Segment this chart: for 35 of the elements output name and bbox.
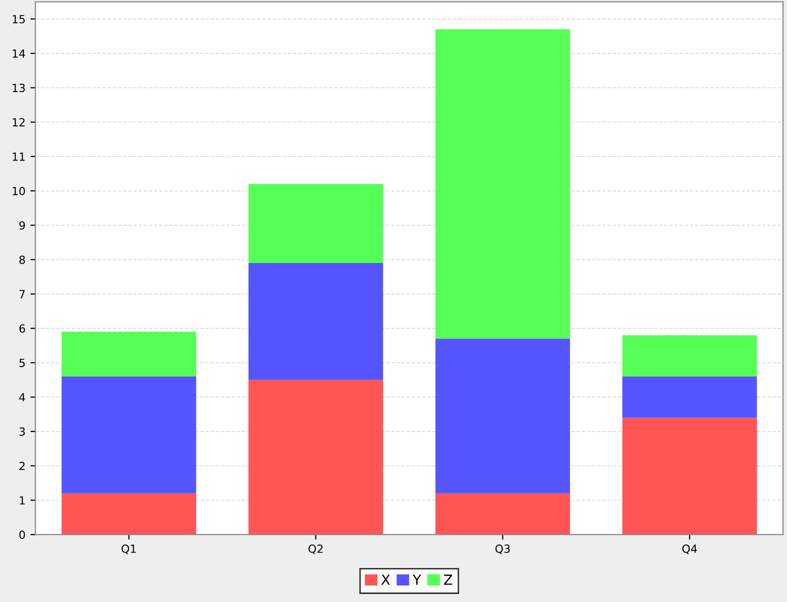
bar [248,263,384,380]
x-tick-label: Q4 [682,544,697,554]
legend-label: Z [444,574,452,585]
y-tick-label: 10 [12,186,25,196]
bar [435,493,570,535]
y-tick-label: 5 [19,358,25,368]
y-tick-label: 9 [19,221,25,230]
y-tick-label: 7 [20,290,25,298]
y-tick-label: 2 [19,462,25,470]
y-tick-label: 13 [12,84,25,92]
bar [248,380,384,535]
y-tick-label: 6 [19,324,25,333]
bar [62,493,196,535]
bar [62,332,196,376]
bar [62,376,196,494]
y-tick-label: 4 [19,393,26,402]
bar [622,418,757,535]
y-tick-label: 12 [12,118,25,126]
x-tick-label: Q3 [495,544,510,554]
y-tick-label: 0 [19,530,25,539]
x-tick-label: Q1 [122,544,136,554]
bar [435,29,570,339]
y-tick-label: 15 [12,15,25,24]
bar [622,335,757,376]
y-tick-label: 8 [19,256,25,264]
x-tick-label: Q2 [308,544,323,554]
bar [622,376,757,418]
bar [248,184,384,264]
y-tick-label: 14 [12,49,26,58]
bar [435,338,570,494]
y-tick-label: 1 [20,496,25,504]
y-tick-label: 11 [12,152,25,161]
y-tick-label: 3 [19,427,25,436]
legend-label: X [381,574,390,585]
legend-label: Y [412,574,422,585]
